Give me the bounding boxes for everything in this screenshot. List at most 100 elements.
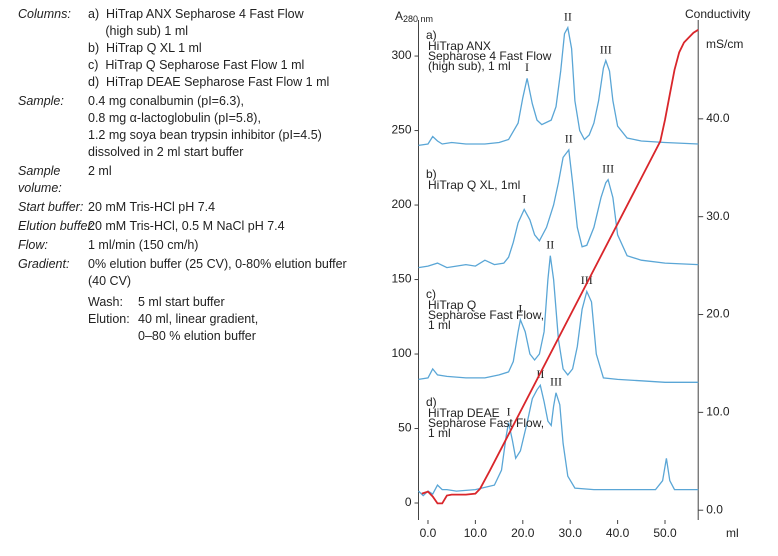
condition-value: 2 ml bbox=[88, 163, 112, 197]
gradient-step: Elution: 40 ml, linear gradient, 0–80 % el… bbox=[88, 311, 347, 345]
peak-label: III bbox=[602, 161, 614, 175]
x-tick-label: 20.0 bbox=[511, 526, 535, 540]
gradient-steps: Wash: 5 ml start buffer Elution: 40 ml, lin… bbox=[18, 294, 347, 345]
peak-label: II bbox=[564, 9, 572, 23]
x-unit: ml bbox=[726, 526, 739, 540]
condition-label: Sample: bbox=[18, 93, 88, 161]
y-tick-label: 200 bbox=[391, 197, 411, 211]
series-annotation: HiTrap Q XL, 1ml bbox=[428, 178, 520, 192]
condition-label: Start buffer: bbox=[18, 199, 88, 216]
value-line: (40 CV) bbox=[88, 274, 132, 288]
step-line: 40 ml, linear gradient, bbox=[138, 312, 259, 326]
condition-row: Elution buffer: 20 mM Tris-HCl, 0.5 M NaC… bbox=[18, 218, 347, 235]
value-line: 20 mM Tris-HCl, 0.5 M NaCl pH 7.4 bbox=[88, 219, 285, 233]
conductivity-line bbox=[421, 29, 699, 505]
peak-label: II bbox=[546, 237, 554, 251]
x-tick-label: 40.0 bbox=[606, 526, 630, 540]
condition-row: Flow: 1 ml/min (150 cm/h) bbox=[18, 237, 347, 254]
y-tick-label: 150 bbox=[391, 272, 411, 286]
peak-label: III bbox=[600, 42, 612, 56]
condition-label: Flow: bbox=[18, 237, 88, 254]
value-line: 1 ml/min (150 cm/h) bbox=[88, 238, 199, 252]
condition-row: Columns: a) HiTrap ANX Sepharose 4 Fast F… bbox=[18, 6, 347, 91]
series-annotation: HiTrap DEAE bbox=[428, 406, 500, 420]
condition-row: Sample volume: 2 ml bbox=[18, 163, 347, 197]
series-annotation: (high sub), 1 ml bbox=[428, 59, 511, 73]
series-annotation: Sepharose Fast Flow, bbox=[428, 308, 544, 322]
chromatogram-line bbox=[418, 255, 699, 383]
series-annotation: Sepharose 4 Fast Flow bbox=[428, 49, 552, 63]
step-line: 0–80 % elution buffer bbox=[138, 329, 256, 343]
step-label: Wash: bbox=[88, 295, 123, 309]
step-line: 5 ml start buffer bbox=[138, 295, 225, 309]
peak-label: III bbox=[550, 375, 562, 389]
y-label: A280 nm bbox=[395, 9, 433, 24]
label-line: volume: bbox=[18, 181, 62, 195]
label-line: Columns: bbox=[18, 7, 71, 21]
condition-row: Sample: 0.4 mg conalbumin (pI=6.3), 0.8 mg… bbox=[18, 93, 347, 161]
condition-label: Gradient: bbox=[18, 256, 88, 290]
peak-label: II bbox=[565, 132, 573, 146]
y2-tick-label: 0.0 bbox=[706, 502, 723, 516]
peak-label: I bbox=[507, 404, 511, 418]
condition-row: Start buffer: 20 mM Tris-HCl pH 7.4 bbox=[18, 199, 347, 216]
peak-label: I bbox=[525, 60, 529, 74]
condition-label: Elution buffer: bbox=[18, 218, 96, 235]
series-annotation: 1 ml bbox=[428, 426, 451, 440]
value-line: 0% elution buffer (25 CV), 0-80% elution… bbox=[88, 257, 347, 271]
series-letter: a) bbox=[426, 28, 437, 42]
y2-tick-label: 20.0 bbox=[706, 307, 730, 321]
gradient-step: Wash: 5 ml start buffer bbox=[88, 294, 347, 311]
series-letter: b) bbox=[426, 167, 437, 181]
series-annotation: 1 ml bbox=[428, 318, 451, 332]
series-annotation: Sepharose Fast Flow, bbox=[428, 416, 544, 430]
step-value: 40 ml, linear gradient, 0–80 % elution bu… bbox=[138, 311, 258, 345]
value-line: (high sub) 1 ml bbox=[88, 24, 189, 38]
value-line: 0.4 mg conalbumin (pI=6.3), bbox=[88, 94, 244, 108]
value-line: c) HiTrap Q Sepharose Fast Flow 1 ml bbox=[88, 58, 305, 72]
y2-tick-label: 30.0 bbox=[706, 209, 730, 223]
condition-value: 20 mM Tris-HCl, 0.5 M NaCl pH 7.4 bbox=[88, 218, 285, 235]
value-line: 0.8 mg α-lactoglobulin (pI=5.8), bbox=[88, 111, 261, 125]
series-letter: c) bbox=[426, 287, 436, 301]
x-tick-label: 50.0 bbox=[653, 526, 677, 540]
y-tick-label: 50 bbox=[398, 421, 412, 435]
peak-label: I bbox=[518, 302, 522, 316]
y2-label: Conductivity bbox=[685, 7, 750, 21]
peak-label: I bbox=[522, 191, 526, 205]
y-tick-label: 250 bbox=[391, 123, 411, 137]
chromatogram-line bbox=[418, 383, 699, 497]
x-tick-label: 0.0 bbox=[420, 526, 437, 540]
condition-value: 1 ml/min (150 cm/h) bbox=[88, 237, 198, 254]
condition-value: 0.4 mg conalbumin (pI=6.3), 0.8 mg α-lact… bbox=[88, 93, 322, 161]
value-line: 2 ml bbox=[88, 164, 112, 178]
y-label-sub: 280 nm bbox=[403, 14, 433, 24]
value-line: 1.2 mg soya bean trypsin inhibitor (pI=4… bbox=[88, 128, 322, 142]
label-line: Start buffer: bbox=[18, 200, 84, 214]
value-line: a) HiTrap ANX Sepharose 4 Fast Flow bbox=[88, 7, 304, 21]
value-line: b) HiTrap Q XL 1 ml bbox=[88, 41, 202, 55]
step-value: 5 ml start buffer bbox=[138, 294, 225, 311]
label-line: Elution buffer: bbox=[18, 219, 96, 233]
x-tick-label: 30.0 bbox=[559, 526, 583, 540]
y-label-main: A bbox=[395, 9, 403, 23]
label-line: Flow: bbox=[18, 238, 48, 252]
series-annotation: HiTrap ANX bbox=[428, 39, 491, 53]
condition-value: a) HiTrap ANX Sepharose 4 Fast Flow (hig… bbox=[88, 6, 329, 91]
condition-label: Columns: bbox=[18, 6, 88, 91]
value-line: 20 mM Tris-HCl pH 7.4 bbox=[88, 200, 216, 214]
y2-tick-label: 40.0 bbox=[706, 111, 730, 125]
value-line: d) HiTrap DEAE Sepharose Fast Flow 1 ml bbox=[88, 75, 330, 89]
y-tick-label: 100 bbox=[391, 346, 411, 360]
series-letter: d) bbox=[426, 395, 437, 409]
series-annotation: HiTrap Q bbox=[428, 298, 476, 312]
label-line: Sample bbox=[18, 164, 61, 178]
conditions: Columns: a) HiTrap ANX Sepharose 4 Fast F… bbox=[18, 6, 347, 345]
y-tick-label: 0 bbox=[405, 495, 412, 509]
condition-label: Sample volume: bbox=[18, 163, 88, 197]
condition-value: 20 mM Tris-HCl pH 7.4 bbox=[88, 199, 215, 216]
step-label: Elution: bbox=[88, 312, 130, 326]
chromatogram-line bbox=[418, 148, 699, 269]
